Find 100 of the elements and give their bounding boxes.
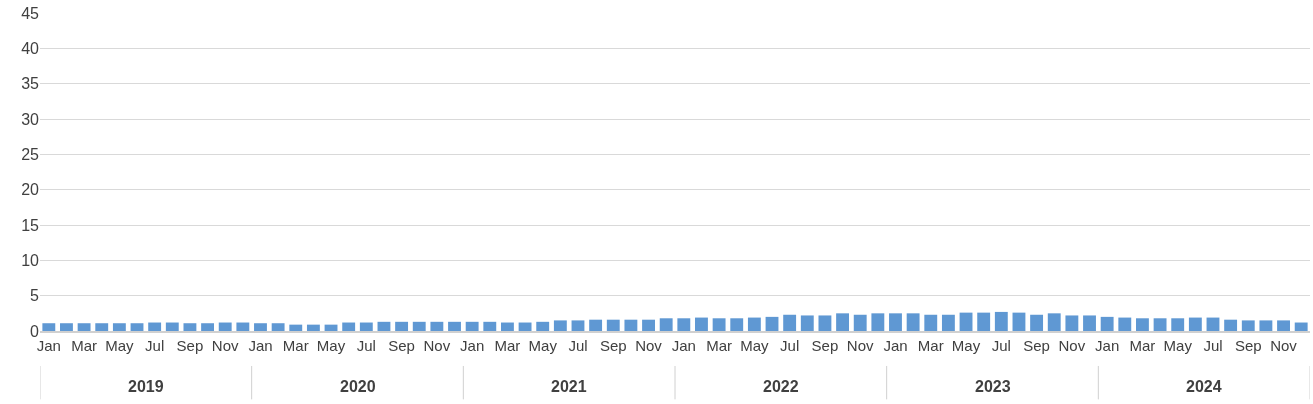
x-tick-label: Nov (846, 337, 875, 354)
y-tick-label: 20 (21, 181, 40, 199)
text: 2024 (1186, 378, 1222, 395)
bar (130, 323, 144, 331)
x-tick-label: Jul (568, 337, 588, 354)
bar (765, 316, 779, 331)
bar (60, 323, 73, 331)
text: 2023 (975, 378, 1011, 395)
x-tick-label: Jul (145, 337, 165, 354)
bar (924, 314, 938, 331)
bar (783, 314, 797, 331)
x-tick-label: Jul (780, 337, 800, 354)
bar (148, 322, 162, 331)
bar (95, 323, 109, 331)
x-tick-label: Mar (282, 337, 309, 354)
bar (677, 318, 691, 331)
x-tick-label: Sep (1023, 337, 1050, 354)
bar (1047, 313, 1061, 331)
x-tick-label: Mar (917, 337, 944, 354)
bar (836, 313, 850, 331)
bar (306, 324, 320, 331)
bar (589, 319, 603, 331)
bar (1012, 312, 1026, 331)
bar (1277, 320, 1290, 331)
bar (977, 312, 991, 331)
bar (218, 322, 232, 331)
x-tick-label: Sep (811, 337, 839, 354)
x-tick-label: Sep (599, 337, 627, 354)
bar (1224, 319, 1238, 331)
x-tick-label: Sep (176, 337, 204, 354)
x-tick-label: May (105, 337, 135, 354)
y-tick-label: 10 (21, 251, 40, 269)
bar (889, 313, 902, 331)
bar (1259, 320, 1273, 331)
x-tick-label: Mar (706, 337, 733, 354)
y-tick-label: 35 (21, 75, 40, 93)
x-tick-label: May (740, 337, 770, 354)
bar (236, 322, 250, 331)
bar (448, 321, 461, 331)
bar (271, 323, 285, 331)
bar (553, 320, 567, 331)
bar (112, 323, 126, 331)
bar (906, 313, 920, 331)
bar (1206, 317, 1220, 331)
bar (518, 322, 532, 331)
x-tick-label: Jan (671, 337, 696, 354)
x-tick-label: May (951, 337, 981, 354)
bar (1153, 318, 1167, 331)
bar (1065, 315, 1079, 331)
bar (1294, 322, 1308, 331)
text: 2022 (763, 378, 799, 395)
bar (289, 324, 303, 331)
y-tick-label: 15 (21, 216, 40, 234)
x-tick-label: Sep (1234, 337, 1262, 354)
bar (1030, 314, 1044, 331)
y-tick-label: 30 (21, 110, 40, 128)
bar (342, 322, 356, 331)
bar (659, 318, 673, 331)
x-tick-label: Jan (36, 337, 61, 354)
bar (624, 319, 638, 331)
bar (1241, 320, 1255, 331)
text: 2019 (128, 378, 164, 395)
text: 2021 (551, 378, 587, 395)
bar (42, 323, 56, 331)
bar (254, 323, 267, 331)
x-tick-label: May (316, 337, 346, 354)
bar (871, 313, 885, 331)
bar (483, 321, 497, 331)
bar (606, 319, 620, 331)
bar (642, 319, 655, 331)
bar (959, 312, 973, 331)
bar (183, 323, 197, 331)
x-tick-label: Nov (635, 337, 663, 354)
bar (412, 321, 426, 331)
y-tick-label: 40 (21, 39, 40, 57)
bar (1118, 317, 1132, 331)
bar (818, 315, 832, 331)
bar (359, 322, 373, 331)
x-tick-label: Jan (883, 337, 908, 354)
bar (465, 321, 479, 331)
x-tick-label: Jan (248, 337, 273, 354)
bar (1083, 315, 1096, 331)
x-tick-label: Nov (211, 337, 240, 354)
x-tick-label: Sep (388, 337, 415, 354)
bar (1188, 317, 1202, 331)
bar (1171, 318, 1185, 331)
x-tick-label: Nov (1058, 337, 1086, 354)
bar (500, 322, 514, 331)
x-tick-label: Jul (356, 337, 376, 354)
text: 2020 (340, 378, 376, 395)
bar (395, 321, 409, 331)
bar (994, 311, 1008, 331)
x-tick-label: Jul (991, 337, 1011, 354)
y-tick-label: 45 (21, 4, 40, 22)
bar (165, 322, 179, 331)
x-tick-label: Nov (423, 337, 451, 354)
bar (571, 320, 585, 331)
x-tick-label: Mar (71, 337, 98, 354)
bar (1100, 316, 1114, 331)
bar (201, 323, 215, 331)
